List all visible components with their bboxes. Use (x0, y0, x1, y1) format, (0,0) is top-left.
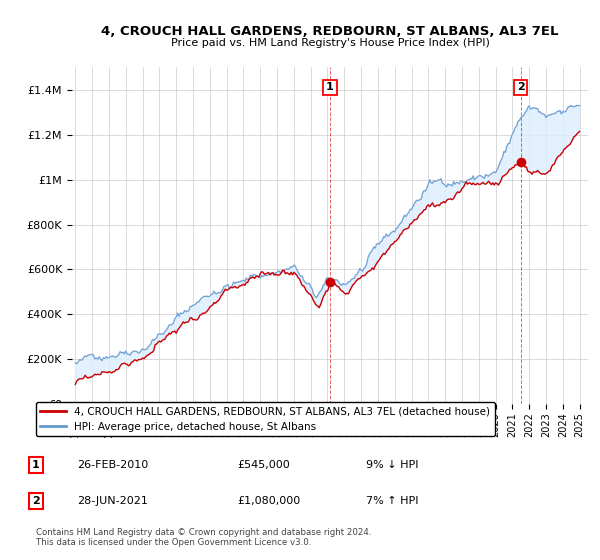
Text: Contains HM Land Registry data © Crown copyright and database right 2024.
This d: Contains HM Land Registry data © Crown c… (36, 528, 371, 547)
Text: 2: 2 (32, 496, 40, 506)
Text: 9% ↓ HPI: 9% ↓ HPI (366, 460, 419, 470)
Text: 2: 2 (517, 82, 524, 92)
Text: 28-JUN-2021: 28-JUN-2021 (77, 496, 148, 506)
Text: £1,080,000: £1,080,000 (237, 496, 301, 506)
Legend: 4, CROUCH HALL GARDENS, REDBOURN, ST ALBANS, AL3 7EL (detached house), HPI: Aver: 4, CROUCH HALL GARDENS, REDBOURN, ST ALB… (36, 402, 494, 436)
Text: 7% ↑ HPI: 7% ↑ HPI (366, 496, 419, 506)
Text: 1: 1 (326, 82, 334, 92)
Text: 26-FEB-2010: 26-FEB-2010 (77, 460, 148, 470)
Text: £545,000: £545,000 (237, 460, 290, 470)
Text: Price paid vs. HM Land Registry's House Price Index (HPI): Price paid vs. HM Land Registry's House … (170, 38, 490, 48)
Text: 4, CROUCH HALL GARDENS, REDBOURN, ST ALBANS, AL3 7EL: 4, CROUCH HALL GARDENS, REDBOURN, ST ALB… (101, 25, 559, 38)
Text: 1: 1 (32, 460, 40, 470)
